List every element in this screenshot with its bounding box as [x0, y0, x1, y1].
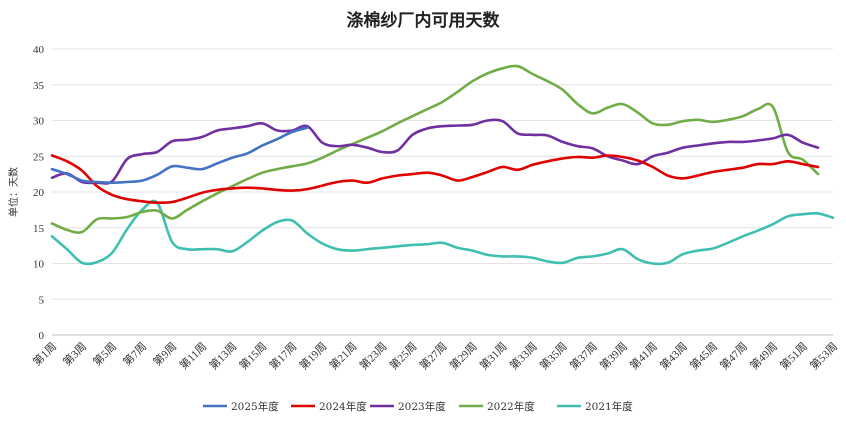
x-tick-label: 第47周 — [717, 339, 750, 372]
x-tick-label: 第17周 — [266, 339, 299, 372]
y-tick-label: 15 — [33, 223, 45, 235]
chart-title: 涤棉纱厂内可用天数 — [347, 10, 501, 31]
x-tick-label: 第49周 — [747, 339, 780, 372]
legend-item: 2024年度 — [291, 400, 367, 413]
legend-label: 2023年度 — [398, 400, 446, 413]
series-line-2024年度 — [50, 154, 820, 205]
y-tick-label: 0 — [39, 330, 45, 342]
y-tick-label: 5 — [39, 294, 45, 306]
y-axis-ticks: 0 5 10 15 20 25 30 35 40 — [33, 44, 45, 342]
legend-item: 2021年度 — [557, 400, 633, 413]
series-line-2021年度 — [50, 199, 835, 266]
grid — [52, 48, 833, 336]
x-tick-label: 第29周 — [446, 339, 479, 372]
x-tick-label: 第1周 — [30, 339, 59, 368]
series-line-2022年度 — [50, 64, 820, 234]
x-tick-label: 第43周 — [657, 339, 690, 372]
y-tick-label: 20 — [33, 187, 45, 199]
y-tick-label: 35 — [33, 80, 45, 92]
x-tick-label: 第9周 — [150, 339, 179, 368]
x-tick-label: 第19周 — [296, 339, 329, 372]
x-tick-label: 第3周 — [60, 339, 89, 368]
x-tick-label: 第15周 — [236, 339, 269, 372]
legend-label: 2021年度 — [585, 400, 633, 413]
y-tick-label: 40 — [33, 44, 45, 56]
x-tick-label: 第35周 — [537, 339, 570, 372]
y-tick-label: 30 — [33, 116, 45, 128]
legend: 2025年度 2024年度 2023年度 2022年度 2021年度 — [203, 400, 633, 413]
x-tick-label: 第27周 — [416, 339, 449, 372]
x-tick-label: 第11周 — [176, 339, 209, 372]
x-tick-label: 第51周 — [777, 339, 810, 372]
series-line-2023年度 — [50, 118, 820, 185]
x-tick-label: 第25周 — [386, 339, 419, 372]
y-tick-label: 10 — [33, 259, 45, 271]
legend-item: 2022年度 — [459, 400, 535, 413]
series-lines — [50, 64, 835, 266]
x-tick-label: 第21周 — [326, 339, 359, 372]
x-tick-label: 第23周 — [356, 339, 389, 372]
legend-item: 2025年度 — [203, 400, 279, 413]
x-tick-label: 第39周 — [597, 339, 630, 372]
x-tick-label: 第7周 — [120, 339, 149, 368]
series-line-2025年度 — [50, 126, 309, 184]
x-tick-label: 第33周 — [507, 339, 540, 372]
x-tick-label: 第5周 — [90, 339, 119, 368]
x-tick-label: 第45周 — [687, 339, 720, 372]
x-tick-label: 第41周 — [627, 339, 660, 372]
legend-label: 2025年度 — [231, 400, 279, 413]
y-axis-label: 单位：天数 — [7, 167, 20, 217]
x-tick-label: 第37周 — [567, 339, 600, 372]
x-axis-ticks: 第1周 第3周 第5周 第7周 第9周第11周第13周第15周第17周第19周第21周第… — [30, 339, 840, 372]
x-tick-label: 第13周 — [206, 339, 239, 372]
y-tick-label: 25 — [33, 151, 45, 163]
x-tick-label: 第53周 — [807, 339, 840, 372]
legend-label: 2022年度 — [487, 400, 535, 413]
x-tick-label: 第31周 — [476, 339, 509, 372]
legend-label: 2024年度 — [319, 400, 367, 413]
legend-item: 2023年度 — [370, 400, 446, 413]
